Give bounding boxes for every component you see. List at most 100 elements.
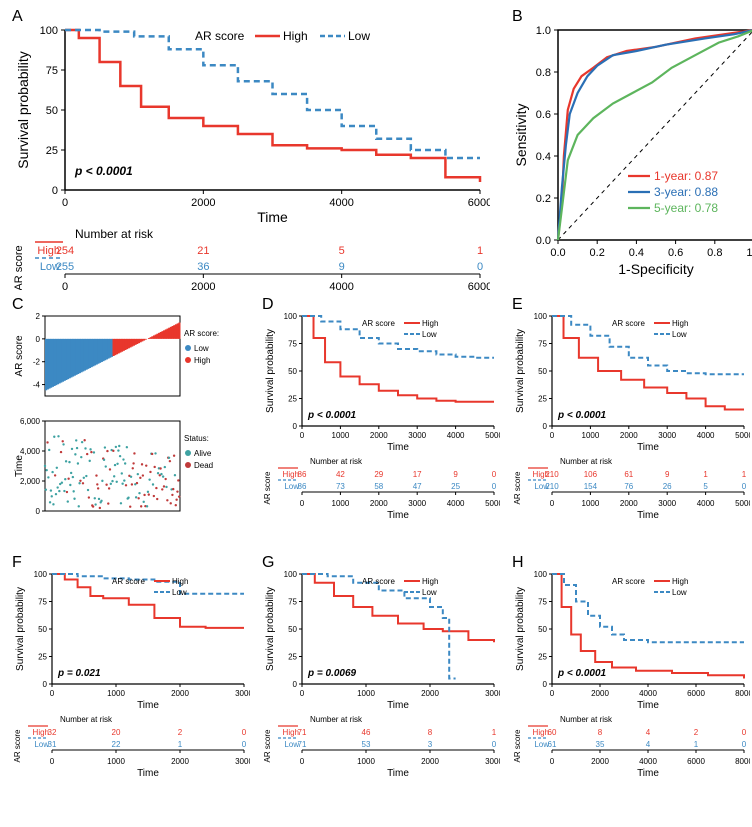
svg-text:1000: 1000 — [332, 499, 350, 508]
svg-text:AR score: AR score — [263, 729, 272, 762]
svg-text:0: 0 — [300, 431, 305, 440]
svg-text:-2: -2 — [33, 358, 41, 367]
svg-text:Alive: Alive — [194, 449, 212, 458]
svg-text:Number at risk: Number at risk — [75, 227, 154, 241]
svg-text:Number at risk: Number at risk — [310, 457, 363, 466]
svg-text:75: 75 — [288, 340, 297, 349]
svg-text:p < 0.0001: p < 0.0001 — [557, 668, 607, 679]
svg-text:AR score: AR score — [13, 729, 22, 762]
svg-text:2000: 2000 — [421, 689, 439, 698]
panel-A-svg: 02550751000200040006000Survival probabil… — [10, 10, 490, 290]
svg-text:Time: Time — [637, 768, 659, 779]
svg-text:0: 0 — [43, 680, 48, 689]
svg-text:2: 2 — [694, 728, 699, 737]
svg-text:Survival probability: Survival probability — [515, 587, 526, 671]
svg-text:8: 8 — [428, 728, 433, 737]
svg-text:Time: Time — [637, 700, 659, 711]
svg-text:50: 50 — [46, 105, 58, 117]
svg-text:AR score: AR score — [513, 471, 522, 504]
svg-text:3000: 3000 — [485, 689, 500, 698]
svg-text:17: 17 — [413, 470, 422, 479]
svg-text:5: 5 — [339, 245, 345, 257]
svg-text:75: 75 — [288, 598, 297, 607]
svg-text:High: High — [172, 577, 188, 586]
svg-text:2,000: 2,000 — [20, 477, 41, 486]
svg-text:75: 75 — [46, 65, 58, 77]
svg-text:AR score: AR score — [263, 471, 272, 504]
svg-text:2000: 2000 — [370, 499, 388, 508]
svg-text:50: 50 — [38, 625, 47, 634]
svg-text:53: 53 — [362, 740, 371, 749]
svg-text:0: 0 — [242, 740, 247, 749]
svg-text:Time: Time — [387, 510, 409, 521]
panel-H-svg: 025507510002000400060008000Survival prob… — [510, 556, 750, 806]
svg-text:6000: 6000 — [687, 689, 705, 698]
svg-text:71: 71 — [298, 728, 307, 737]
svg-text:p = 0.0069: p = 0.0069 — [307, 668, 357, 679]
svg-text:4000: 4000 — [329, 281, 353, 290]
svg-text:5000: 5000 — [735, 431, 750, 440]
svg-text:1000: 1000 — [332, 431, 350, 440]
svg-text:9: 9 — [665, 470, 670, 479]
svg-text:1.0: 1.0 — [536, 25, 551, 37]
svg-text:0: 0 — [300, 757, 305, 766]
panel-G-svg: 02550751000100020003000Survival probabil… — [260, 556, 500, 806]
svg-text:High: High — [533, 728, 549, 737]
svg-text:0: 0 — [293, 422, 298, 431]
svg-text:2000: 2000 — [191, 197, 215, 209]
svg-text:75: 75 — [38, 598, 47, 607]
svg-text:9: 9 — [453, 470, 458, 479]
svg-text:0: 0 — [742, 740, 747, 749]
svg-text:0.2: 0.2 — [590, 247, 605, 259]
svg-text:31: 31 — [48, 740, 57, 749]
svg-text:2000: 2000 — [171, 689, 189, 698]
svg-text:25: 25 — [288, 395, 297, 404]
panel-B: B 0.00.20.40.60.81.00.00.20.40.60.81.0Se… — [510, 10, 752, 290]
svg-text:0.0: 0.0 — [550, 247, 565, 259]
svg-text:0.8: 0.8 — [707, 247, 722, 259]
svg-text:9: 9 — [339, 261, 345, 273]
svg-text:Low: Low — [348, 29, 370, 43]
svg-text:0.6: 0.6 — [536, 109, 551, 121]
svg-text:Number at risk: Number at risk — [310, 715, 363, 724]
svg-text:25: 25 — [38, 653, 47, 662]
panel-F-label: F — [12, 554, 22, 572]
panel-C: C -4-202AR scoreAR score:LowHigh02,0004,… — [10, 298, 252, 548]
panel-C-label: C — [12, 296, 24, 314]
svg-text:6000: 6000 — [687, 757, 705, 766]
panel-B-svg: 0.00.20.40.60.81.00.00.20.40.60.81.0Sens… — [510, 10, 752, 290]
svg-text:4000: 4000 — [639, 689, 657, 698]
svg-text:Number at risk: Number at risk — [560, 715, 613, 724]
panel-F-svg: 02550751000100020003000Survival probabil… — [10, 556, 250, 806]
svg-text:AR score: AR score — [612, 577, 645, 586]
svg-text:Sensitivity: Sensitivity — [513, 103, 529, 166]
svg-text:2000: 2000 — [191, 281, 215, 290]
svg-text:High: High — [33, 728, 49, 737]
svg-text:0.4: 0.4 — [629, 247, 644, 259]
svg-text:47: 47 — [413, 482, 422, 491]
svg-text:5000: 5000 — [485, 431, 500, 440]
svg-text:4,000: 4,000 — [20, 447, 41, 456]
svg-text:4000: 4000 — [447, 499, 465, 508]
svg-text:p < 0.0001: p < 0.0001 — [307, 410, 357, 421]
svg-text:25: 25 — [538, 395, 547, 404]
svg-text:0: 0 — [492, 740, 497, 749]
svg-text:0: 0 — [52, 185, 58, 197]
svg-text:1: 1 — [477, 245, 483, 257]
svg-text:0: 0 — [477, 261, 483, 273]
svg-text:0: 0 — [550, 757, 555, 766]
svg-text:25: 25 — [451, 482, 460, 491]
panel-G: G 02550751000100020003000Survival probab… — [260, 556, 502, 806]
svg-text:0: 0 — [36, 335, 41, 344]
svg-text:Survival probability: Survival probability — [15, 587, 26, 671]
svg-text:High: High — [283, 470, 299, 479]
panel-G-label: G — [262, 554, 274, 572]
svg-text:6000: 6000 — [468, 281, 490, 290]
svg-text:1-year: 0.87: 1-year: 0.87 — [654, 169, 718, 183]
panel-E: E 0255075100010002000300040005000Surviva… — [510, 298, 752, 548]
svg-text:Low: Low — [672, 330, 687, 339]
svg-text:60: 60 — [548, 728, 557, 737]
svg-text:2: 2 — [36, 312, 41, 321]
svg-text:100: 100 — [40, 25, 58, 37]
svg-text:AR score: AR score — [612, 319, 645, 328]
